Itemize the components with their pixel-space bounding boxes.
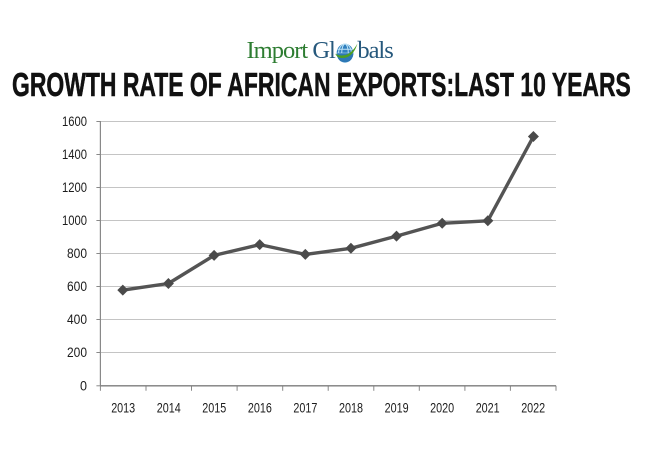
svg-text:600: 600: [67, 279, 87, 294]
svg-text:2014: 2014: [157, 401, 181, 416]
svg-text:400: 400: [67, 312, 87, 327]
svg-text:2016: 2016: [248, 401, 272, 416]
svg-text:2018: 2018: [339, 401, 363, 416]
svg-text:800: 800: [67, 246, 87, 261]
svg-text:2021: 2021: [476, 401, 500, 416]
svg-text:2022: 2022: [521, 401, 545, 416]
svg-text:1600: 1600: [62, 114, 87, 129]
svg-text:1200: 1200: [62, 180, 87, 195]
svg-text:2017: 2017: [293, 401, 317, 416]
svg-text:2013: 2013: [111, 401, 135, 416]
svg-text:2019: 2019: [385, 401, 409, 416]
svg-text:200: 200: [67, 345, 87, 360]
svg-text:0: 0: [80, 379, 87, 394]
svg-text:2015: 2015: [202, 401, 226, 416]
svg-text:1400: 1400: [62, 147, 87, 162]
svg-text:1000: 1000: [62, 213, 87, 228]
svg-text:2020: 2020: [430, 401, 454, 416]
